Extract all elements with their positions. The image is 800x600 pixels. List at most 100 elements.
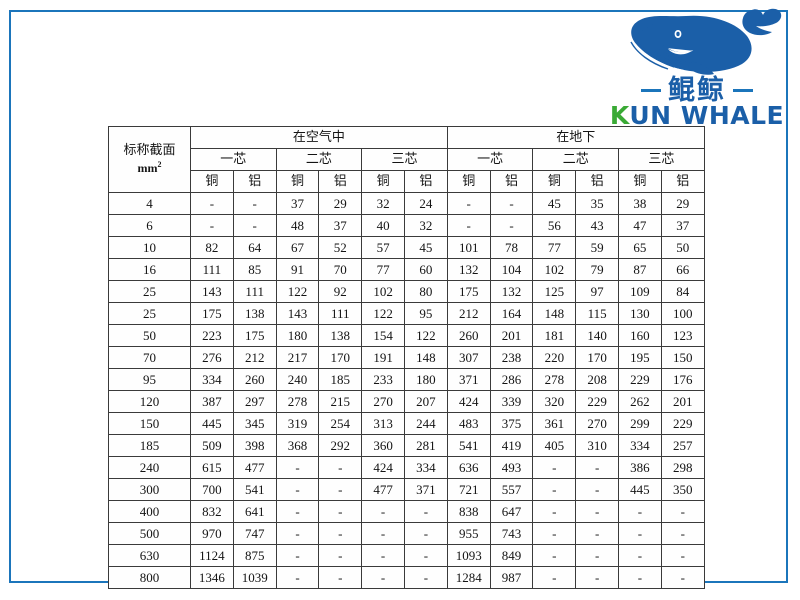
cell-ampacity: 229 [575, 390, 620, 413]
cell-ampacity: 233 [361, 368, 405, 391]
cell-ampacity: 215 [318, 390, 363, 413]
cell-ampacity: 405 [532, 434, 577, 457]
table-row: 16 111 85 91 70 77 60 132 104 102 79 87 66 [108, 258, 705, 281]
cell-ampacity: - [361, 500, 405, 523]
cell-ampacity: 87 [618, 258, 662, 281]
cell-ampacity: 123 [660, 324, 705, 347]
cell-ampacity: 424 [361, 456, 405, 479]
cell-ampacity: 424 [446, 390, 491, 413]
cell-ampacity: 493 [489, 456, 534, 479]
cell-ampacity: 37 [660, 214, 705, 237]
cell-ampacity: 375 [489, 412, 534, 435]
cell-ampacity: 150 [660, 346, 705, 369]
header-metal-aluminum: 铝 [489, 170, 534, 193]
cell-ampacity: 140 [575, 324, 620, 347]
brand-logo: 鲲鲸 KUN WHALE [608, 4, 786, 128]
cell-ampacity: - [232, 192, 277, 215]
cell-ampacity: 138 [318, 324, 363, 347]
cell-nominal-cross-section: 300 [108, 478, 191, 501]
cell-ampacity: - [318, 500, 363, 523]
cell-ampacity: - [403, 544, 448, 567]
header-underground-single-core: 一芯 [446, 148, 534, 171]
table-row: 70 276 212 217 170 191 148 307 238 220 170 195 150 [108, 346, 705, 369]
cell-ampacity: 132 [489, 280, 534, 303]
cell-ampacity: 181 [532, 324, 577, 347]
table-header: 标称截面 mm2 在空气中 在地下 一芯 二芯 三芯 一芯 二芯 三芯 铜 铝 … [108, 126, 705, 193]
cell-ampacity: 334 [618, 434, 662, 457]
cell-ampacity: 229 [618, 368, 662, 391]
table-row: 50 223 175 180 138 154 122 260 201 181 140 160 123 [108, 324, 705, 347]
cell-ampacity: - [489, 214, 534, 237]
table-row: 120 387 297 278 215 270 207 424 339 320 229 262 201 [108, 390, 705, 413]
cell-ampacity: 1124 [190, 544, 234, 567]
cell-ampacity: - [489, 192, 534, 215]
cable-ampacity-table-wrapper: 标称截面 mm2 在空气中 在地下 一芯 二芯 三芯 一芯 二芯 三芯 铜 铝 … [108, 126, 705, 589]
cell-ampacity: 371 [403, 478, 448, 501]
cell-ampacity: 334 [403, 456, 448, 479]
cell-ampacity: - [618, 544, 662, 567]
cell-ampacity: 104 [489, 258, 534, 281]
cell-ampacity: 270 [575, 412, 620, 435]
cell-ampacity: 700 [190, 478, 234, 501]
cell-ampacity: - [403, 522, 448, 545]
header-row-environment: 标称截面 mm2 在空气中 在地下 [108, 126, 705, 193]
cell-ampacity: 138 [232, 302, 277, 325]
cell-ampacity: 387 [190, 390, 234, 413]
cell-ampacity: - [575, 522, 620, 545]
table-row: 300 700 541- -477 371 721 557- -445 350 [108, 478, 705, 501]
whale-icon [625, 8, 782, 75]
cell-ampacity: 257 [660, 434, 705, 457]
cell-ampacity: 175 [232, 324, 277, 347]
cell-ampacity: 175 [190, 302, 234, 325]
cell-ampacity: 371 [446, 368, 491, 391]
cell-ampacity: 57 [361, 236, 405, 259]
header-metal-copper: 铜 [361, 170, 405, 193]
cell-ampacity: 270 [361, 390, 405, 413]
cell-ampacity: 109 [618, 280, 662, 303]
cell-ampacity: 298 [660, 456, 705, 479]
header-row-metals: 铜 铝 铜 铝 铜 铝 铜 铝 铜 铝 铜 铝 [109, 170, 705, 193]
cell-ampacity: 92 [318, 280, 363, 303]
cell-ampacity: 875 [232, 544, 277, 567]
cell-ampacity: 360 [361, 434, 405, 457]
cell-ampacity: 849 [489, 544, 534, 567]
cell-nominal-cross-section: 16 [108, 258, 191, 281]
cell-ampacity: 419 [489, 434, 534, 457]
cell-ampacity: 122 [361, 302, 405, 325]
cell-ampacity: 64 [232, 236, 277, 259]
cell-ampacity: 386 [618, 456, 662, 479]
cell-nominal-cross-section: 25 [108, 302, 191, 325]
cell-ampacity: 84 [660, 280, 705, 303]
cell-ampacity: 445 [618, 478, 662, 501]
header-metal-copper: 铜 [618, 170, 662, 193]
cell-ampacity: 281 [403, 434, 448, 457]
cell-ampacity: 254 [318, 412, 363, 435]
cell-ampacity: 615 [190, 456, 234, 479]
cell-ampacity: 148 [532, 302, 577, 325]
table-row: 25 143 111 122 92 102 80 175 132 125 97 109 84 [108, 280, 705, 303]
cell-ampacity: 101 [446, 236, 491, 259]
cell-ampacity: 37 [275, 192, 320, 215]
cell-ampacity: - [318, 478, 363, 501]
cell-ampacity: 29 [660, 192, 705, 215]
cell-ampacity: - [361, 522, 405, 545]
cell-ampacity: 38 [618, 192, 662, 215]
cell-nominal-cross-section: 150 [108, 412, 191, 435]
cell-ampacity: - [446, 214, 491, 237]
logo-rule-right [733, 88, 753, 92]
cell-ampacity: 278 [275, 390, 320, 413]
cell-ampacity: 132 [446, 258, 491, 281]
cell-ampacity: 111 [190, 258, 234, 281]
cell-ampacity: 212 [232, 346, 277, 369]
cell-ampacity: 350 [660, 478, 705, 501]
header-metal-aluminum: 铝 [232, 170, 277, 193]
cell-ampacity: 24 [403, 192, 448, 215]
cell-ampacity: 1346 [190, 566, 234, 589]
cell-ampacity: 262 [618, 390, 662, 413]
cell-ampacity: 483 [446, 412, 491, 435]
table-row: 150 445 345 319 254 313 244 483 375 361 270 299 229 [108, 412, 705, 435]
header-metal-copper: 铜 [275, 170, 320, 193]
cell-ampacity: 66 [660, 258, 705, 281]
header-underground-three-core: 三芯 [618, 148, 705, 171]
cell-ampacity: 50 [660, 236, 705, 259]
